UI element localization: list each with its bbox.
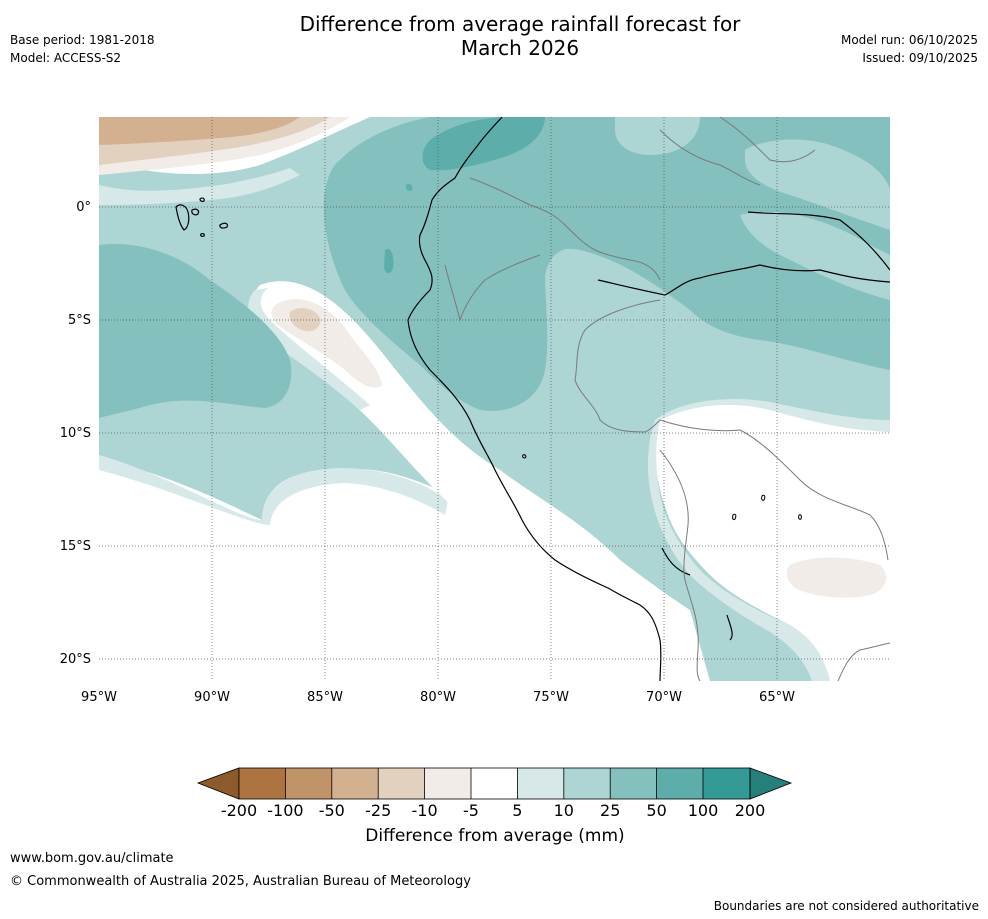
colorbar-extension-low bbox=[196, 767, 240, 800]
run-info: Model run: 06/10/2025 Issued: 09/10/2025 bbox=[841, 31, 978, 67]
colorbar-swatch bbox=[331, 768, 379, 799]
lon-label: 75°W bbox=[533, 690, 569, 705]
anomaly-50-100-dot bbox=[405, 183, 413, 191]
lon-label: 95°W bbox=[81, 690, 117, 705]
colorbar-tick: 5 bbox=[512, 801, 522, 820]
below-average-patch-southeast bbox=[786, 557, 886, 598]
lon-label: 80°W bbox=[420, 690, 456, 705]
colorbar: -200 -100 -50 -25 -10 -5 5 10 25 50 100 … bbox=[196, 767, 793, 820]
below-average-core-ocean bbox=[289, 308, 321, 332]
anomaly-50-100-north bbox=[422, 117, 545, 171]
colorbar-ticks: -200 -100 -50 -25 -10 -5 5 10 25 50 100 … bbox=[221, 801, 765, 820]
colorbar-tick: 50 bbox=[646, 801, 666, 820]
lat-label: 0° bbox=[76, 200, 91, 215]
colorbar-tick: -10 bbox=[412, 801, 438, 820]
footer-url: www.bom.gov.au/climate bbox=[10, 851, 174, 866]
colorbar-dividers bbox=[238, 767, 751, 800]
colorbar-swatch bbox=[239, 768, 286, 799]
colorbar-tick: -25 bbox=[365, 801, 391, 820]
country-borders bbox=[444, 117, 890, 681]
colorbar-swatch bbox=[378, 768, 425, 799]
map-plot-area bbox=[99, 117, 890, 681]
lat-label: 20°S bbox=[60, 652, 91, 667]
legend-title: Difference from average (mm) bbox=[365, 826, 625, 846]
model-name: Model: ACCESS-S2 bbox=[10, 51, 122, 65]
anomaly-25-50-west-ocean bbox=[99, 244, 292, 418]
colorbar-swatch bbox=[703, 768, 750, 799]
colorbar-tick: 200 bbox=[735, 801, 766, 820]
anomaly-5-10-southeast bbox=[647, 399, 890, 681]
lon-label: 70°W bbox=[646, 690, 682, 705]
anomaly-5-10-tongue bbox=[248, 288, 370, 410]
colorbar-swatch bbox=[563, 768, 611, 799]
base-period: Base period: 1981-2018 bbox=[10, 33, 155, 47]
colorbar-swatch bbox=[517, 768, 564, 799]
lon-label: 85°W bbox=[307, 690, 343, 705]
colorbar-swatch bbox=[424, 768, 471, 799]
anomaly-10-25-west-ocean bbox=[99, 370, 357, 447]
footer-disclaimer: Boundaries are not considered authoritat… bbox=[713, 899, 979, 913]
lon-label: 65°W bbox=[759, 690, 795, 705]
lat-label: 10°S bbox=[60, 426, 91, 441]
anomaly-50-100-small bbox=[384, 248, 394, 274]
lat-label: 5°S bbox=[68, 313, 91, 328]
colorbar-tick: -5 bbox=[463, 801, 479, 820]
anomaly-5-10-band-southwest bbox=[99, 455, 448, 525]
latitude-labels: 0° 5°S 10°S 15°S 20°S bbox=[60, 200, 91, 667]
colorbar-swatch bbox=[285, 768, 332, 799]
anomaly-25-50-central bbox=[323, 117, 890, 411]
colorbar-tick: 100 bbox=[688, 801, 719, 820]
title-line-2: March 2026 bbox=[460, 36, 580, 60]
coastline bbox=[407, 117, 890, 681]
issued-date: Issued: 09/10/2025 bbox=[862, 51, 978, 65]
colorbar-swatch bbox=[610, 768, 657, 799]
graticule bbox=[99, 117, 890, 681]
colorbar-tick: 25 bbox=[600, 801, 620, 820]
colorbar-extension-high bbox=[749, 767, 793, 800]
colorbar-swatch bbox=[471, 768, 518, 799]
model-info: Base period: 1981-2018 Model: ACCESS-S2 bbox=[10, 31, 155, 67]
galapagos-islands bbox=[175, 197, 229, 237]
lakes bbox=[522, 454, 802, 521]
below-average-northwest-core bbox=[99, 117, 300, 145]
map-title: Difference from average rainfall forecas… bbox=[260, 12, 780, 60]
near-average-southeast bbox=[655, 404, 890, 681]
anomaly-5-10-northwest bbox=[99, 168, 300, 205]
footer-copyright: © Commonwealth of Australia 2025, Austra… bbox=[10, 874, 471, 889]
longitude-labels: 95°W 90°W 85°W 80°W 75°W 70°W 65°W bbox=[81, 690, 795, 705]
lon-label: 90°W bbox=[194, 690, 230, 705]
colorbar-tick: -50 bbox=[319, 801, 345, 820]
lat-label: 15°S bbox=[60, 539, 91, 554]
colorbar-tick: 10 bbox=[554, 801, 574, 820]
title-line-1: Difference from average rainfall forecas… bbox=[299, 12, 741, 36]
colorbar-tick: -200 bbox=[221, 801, 257, 820]
model-run: Model run: 06/10/2025 bbox=[840, 33, 978, 47]
near-average-ocean bbox=[99, 460, 710, 681]
colorbar-tick: -100 bbox=[267, 801, 303, 820]
colorbar-swatch bbox=[656, 768, 703, 799]
